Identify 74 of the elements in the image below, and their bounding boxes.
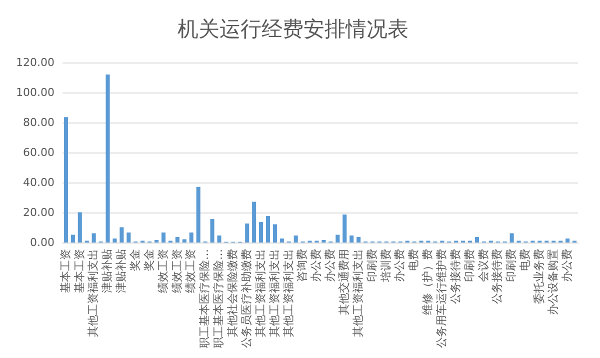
x-tick-label: 办公费 (324, 249, 337, 282)
x-tick-label: 绩效工资 (184, 249, 198, 293)
x-tick-label: 办公费 (310, 249, 323, 282)
y-tick-label: 20.00 (22, 206, 54, 219)
bar (350, 236, 354, 242)
x-tick-label: 印刷费 (462, 249, 476, 282)
x-tick-label: 电费 (407, 249, 420, 271)
x-tick-label: 委托业务费 (532, 249, 546, 304)
x-tick-label: 津贴补贴 (114, 249, 128, 293)
bar (294, 236, 298, 242)
bar (245, 224, 250, 242)
x-tick-label: 职工基本医疗保险… (212, 249, 226, 348)
bar (106, 74, 110, 242)
chart-title: 机关运行经费安排情况表 (178, 17, 408, 42)
x-tick-label: 津贴补贴 (100, 249, 114, 293)
bar (566, 238, 570, 242)
x-tick-label: 电费 (518, 249, 532, 271)
bar (196, 186, 200, 242)
y-tick-label: 100.00 (16, 86, 54, 100)
bar (64, 117, 68, 242)
x-tick-label: 绩效工资 (156, 249, 170, 293)
x-tick-label: 奖金 (142, 249, 156, 271)
x-tick-label: 其他社会保险缴费 (226, 249, 240, 337)
bar (252, 202, 256, 242)
bar (356, 237, 361, 242)
bar (182, 239, 186, 242)
x-tick-label: 基本工资 (72, 249, 86, 293)
x-tick-label: 公务用车运行维护费 (435, 249, 448, 348)
bar (510, 233, 514, 242)
bar (259, 222, 264, 242)
bar (266, 216, 270, 242)
x-tick-label: 办公费 (560, 249, 574, 282)
bar (120, 227, 124, 242)
x-tick-label: 公务接待费 (448, 249, 462, 304)
x-tick-label: 咨询费 (296, 249, 309, 282)
y-tick-label: 40.00 (22, 176, 54, 189)
bar (70, 234, 75, 242)
x-tick-label: 基本工资 (58, 249, 72, 293)
x-tick-label: 公务员医疗补助缴费 (240, 249, 253, 348)
x-tick-label: 其他工资福利支出 (351, 249, 364, 337)
x-tick-label: 办公设备购置 (546, 249, 560, 315)
y-tick-label: 0.00 (30, 236, 54, 249)
x-tick-label: 印刷费 (504, 249, 518, 282)
x-tick-label: 其他工资福利支出 (86, 249, 100, 337)
x-tick-label: 其他工资福利支出 (268, 249, 281, 337)
x-tick-label: 绩效工资 (170, 249, 184, 293)
x-tick-label: 公务接待费 (490, 249, 504, 304)
bar (189, 232, 194, 242)
bar (210, 219, 214, 242)
bar (217, 236, 222, 242)
x-tick-label: 维修（护）费 (421, 249, 434, 315)
y-tick-label: 60.00 (22, 146, 54, 159)
bar (78, 212, 82, 242)
x-tick-label: 职工基本医疗保险… (198, 249, 212, 348)
bar (112, 238, 117, 242)
bar (342, 214, 347, 242)
x-tick-label: 其他工资福利支出 (282, 249, 295, 337)
x-tick-label: 其他交通费用 (337, 249, 350, 315)
bar (474, 237, 480, 242)
x-tick-label: 会议费 (476, 249, 490, 282)
y-tick-label: 120.00 (16, 56, 54, 70)
x-tick-label: 其他工资福利支出 (254, 249, 267, 337)
x-tick-label: 培训费 (379, 249, 392, 283)
x-tick-label: 印刷费 (365, 249, 378, 282)
y-tick-label: 80.00 (22, 116, 54, 129)
bar (272, 224, 277, 242)
x-tick-label: 奖金 (128, 249, 142, 271)
bar (161, 232, 166, 242)
bar (92, 233, 96, 242)
bar (336, 234, 340, 242)
bar (175, 237, 180, 242)
x-tick-label: 办公费 (393, 249, 406, 282)
bar (126, 232, 131, 242)
bar (280, 238, 284, 242)
